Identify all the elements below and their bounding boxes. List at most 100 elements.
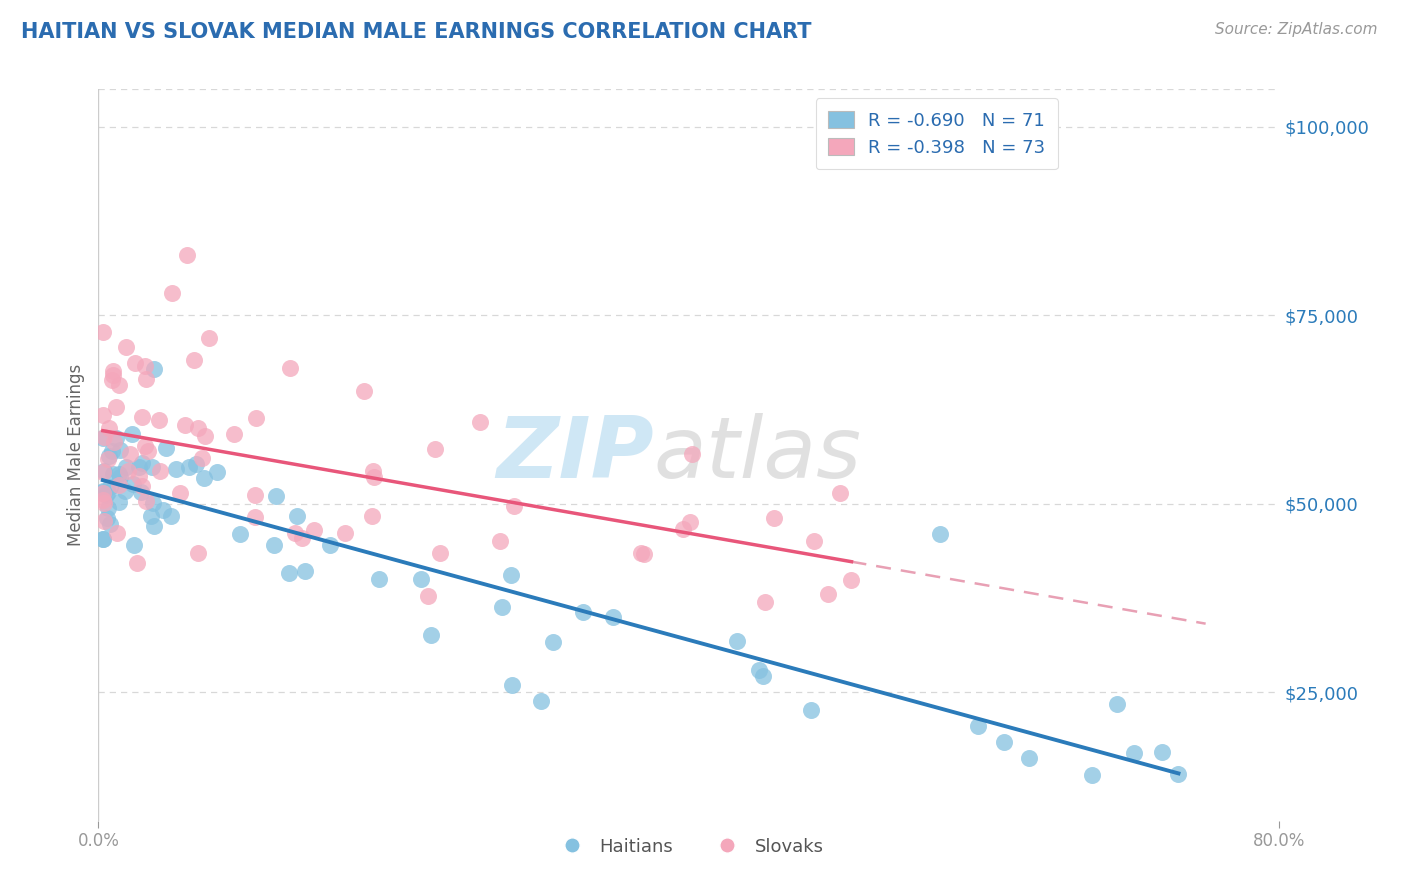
Point bbox=[353, 384, 375, 398]
Point bbox=[91, 408, 114, 422]
Point bbox=[193, 471, 215, 485]
Point bbox=[183, 353, 205, 368]
Point bbox=[681, 447, 703, 461]
Point bbox=[841, 573, 863, 587]
Point bbox=[748, 663, 770, 677]
Point bbox=[91, 493, 114, 508]
Point bbox=[245, 410, 267, 425]
Point bbox=[828, 485, 851, 500]
Point bbox=[105, 431, 128, 445]
Point bbox=[630, 545, 652, 559]
Point bbox=[91, 431, 114, 445]
Point bbox=[115, 459, 138, 474]
Point bbox=[105, 526, 128, 541]
Point bbox=[416, 589, 439, 603]
Point bbox=[97, 500, 120, 515]
Point bbox=[115, 340, 138, 354]
Text: atlas: atlas bbox=[654, 413, 862, 497]
Point bbox=[121, 477, 143, 491]
Point bbox=[679, 515, 702, 529]
Point bbox=[318, 538, 340, 552]
Point bbox=[363, 469, 385, 483]
Point bbox=[501, 568, 523, 582]
Point bbox=[148, 413, 170, 427]
Point bbox=[91, 483, 114, 498]
Point bbox=[125, 556, 148, 570]
Point bbox=[751, 669, 773, 683]
Point bbox=[100, 443, 122, 458]
Point bbox=[187, 420, 209, 434]
Point bbox=[191, 451, 214, 466]
Point bbox=[468, 415, 491, 429]
Point bbox=[107, 467, 129, 481]
Point bbox=[135, 494, 157, 508]
Point bbox=[165, 461, 187, 475]
Point bbox=[100, 480, 122, 494]
Point bbox=[1122, 747, 1144, 761]
Point bbox=[302, 523, 325, 537]
Point bbox=[672, 522, 695, 536]
Point bbox=[91, 466, 114, 480]
Point bbox=[174, 418, 197, 433]
Point bbox=[491, 599, 513, 614]
Point bbox=[131, 479, 153, 493]
Point bbox=[423, 442, 446, 456]
Point bbox=[142, 519, 165, 533]
Point bbox=[602, 610, 624, 624]
Point bbox=[91, 486, 114, 500]
Point bbox=[135, 372, 157, 386]
Point bbox=[725, 634, 748, 648]
Point bbox=[98, 516, 121, 531]
Point bbox=[148, 464, 170, 478]
Point bbox=[91, 533, 114, 547]
Point bbox=[429, 546, 451, 560]
Point bbox=[280, 361, 302, 376]
Point bbox=[97, 451, 120, 466]
Point bbox=[118, 447, 141, 461]
Point bbox=[128, 459, 150, 474]
Point bbox=[993, 735, 1015, 749]
Point bbox=[762, 511, 785, 525]
Point bbox=[124, 356, 146, 370]
Text: ZIP: ZIP bbox=[496, 413, 654, 497]
Point bbox=[98, 450, 121, 464]
Point bbox=[103, 435, 125, 450]
Point bbox=[363, 464, 385, 478]
Point bbox=[572, 606, 595, 620]
Point bbox=[501, 678, 523, 692]
Point bbox=[124, 537, 146, 551]
Point bbox=[134, 439, 156, 453]
Point bbox=[131, 409, 153, 424]
Point bbox=[243, 488, 266, 502]
Point bbox=[243, 510, 266, 524]
Point bbox=[277, 566, 299, 581]
Point bbox=[1080, 768, 1102, 782]
Point bbox=[264, 489, 287, 503]
Point bbox=[93, 430, 115, 444]
Point bbox=[543, 635, 565, 649]
Point bbox=[803, 534, 825, 549]
Text: Source: ZipAtlas.com: Source: ZipAtlas.com bbox=[1215, 22, 1378, 37]
Point bbox=[103, 363, 125, 377]
Point bbox=[1167, 767, 1189, 781]
Y-axis label: Median Male Earnings: Median Male Earnings bbox=[66, 364, 84, 546]
Point bbox=[800, 703, 823, 717]
Point bbox=[1152, 745, 1174, 759]
Point bbox=[104, 400, 127, 414]
Point bbox=[929, 527, 952, 541]
Point bbox=[108, 477, 131, 491]
Point bbox=[294, 564, 316, 578]
Point bbox=[98, 420, 121, 434]
Point bbox=[1018, 751, 1040, 765]
Point bbox=[96, 511, 118, 525]
Point bbox=[101, 373, 124, 387]
Point bbox=[754, 594, 776, 608]
Point bbox=[368, 572, 391, 586]
Point bbox=[420, 627, 443, 641]
Point bbox=[114, 483, 136, 498]
Point bbox=[1105, 697, 1128, 711]
Point bbox=[128, 469, 150, 483]
Point bbox=[291, 532, 314, 546]
Point bbox=[143, 362, 166, 376]
Point bbox=[141, 460, 163, 475]
